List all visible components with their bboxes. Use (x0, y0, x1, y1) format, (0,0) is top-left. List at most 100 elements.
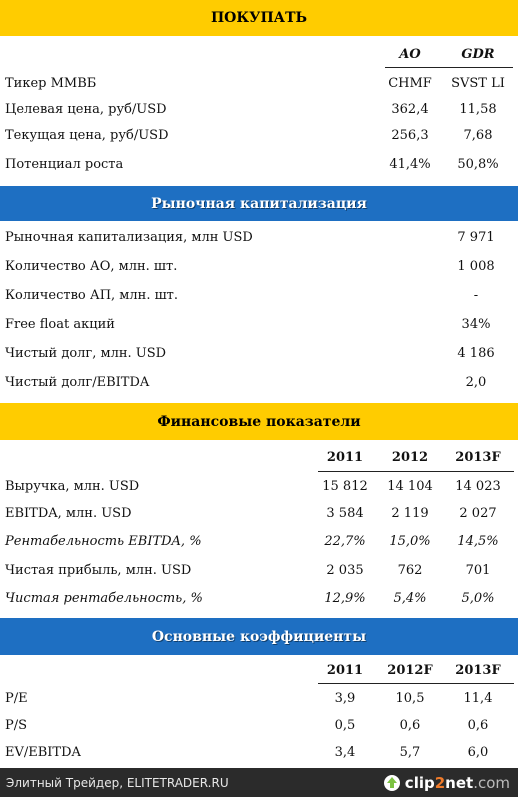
ratios-header-rule (318, 683, 514, 684)
market-title: Рыночная капитализация (151, 195, 367, 212)
row-label: Потенциал роста (5, 157, 124, 172)
logo-two: 2 (434, 773, 446, 792)
value-2011: 12,9% (324, 591, 366, 606)
financial-header: Финансовые показатели (0, 403, 518, 440)
row-label: Тикер ММВБ (5, 76, 97, 91)
market-row: Количество АО, млн. шт. 1 008 (0, 252, 518, 281)
buy-header: ПОКУПАТЬ (0, 0, 518, 36)
value-2013f: 6,0 (467, 745, 489, 760)
col-ao: AO (399, 47, 421, 62)
row-label: Чистый долг, млн. USD (5, 346, 167, 361)
financial-row: EBITDA, млн. USD 3 584 2 119 2 027 (0, 499, 518, 528)
logo-text: clip2net.com (405, 774, 510, 792)
row-label: Рентабельность EBITDA, % (5, 534, 202, 549)
value-gdr: SVST LI (451, 76, 505, 91)
value-2013f: 11,4 (463, 691, 493, 706)
row-label: Чистый долг/EBITDA (5, 375, 150, 390)
value-2012: 15,0% (389, 534, 431, 549)
ratios-header: Основные коэффициенты (0, 618, 518, 655)
market-row: Количество АП, млн. шт. - (0, 281, 518, 310)
value: 7 971 (457, 230, 495, 245)
row-label: Выручка, млн. USD (5, 479, 140, 494)
year-2012f: 2012F (387, 663, 433, 678)
value-ao: 256,3 (391, 128, 429, 143)
buy-column-header: AO GDR (0, 40, 518, 69)
year-2013f: 2013F (455, 663, 501, 678)
row-label: EV/EBITDA (5, 745, 81, 760)
row-label: Количество АП, млн. шт. (5, 288, 179, 303)
source-credit: Элитный Трейдер, ELITETRADER.RU (6, 775, 229, 790)
year-2011: 2011 (326, 663, 364, 678)
row-label: Целевая цена, руб/USD (5, 102, 167, 117)
row-label: Free float акций (5, 317, 115, 332)
upload-arrow-icon (383, 774, 400, 791)
buy-row: Тикер ММВБ CHMF SVST LI (0, 69, 518, 98)
market-row: Рыночная капитализация, млн USD 7 971 (0, 223, 518, 252)
ratios-row: P/S 0,5 0,6 0,6 (0, 711, 518, 740)
value-ao: 41,4% (389, 157, 431, 172)
year-2013f: 2013F (455, 450, 501, 465)
value-2012f: 5,7 (399, 745, 421, 760)
value-2012: 5,4% (393, 591, 427, 606)
value-2013f: 0,6 (467, 718, 489, 733)
buy-header-rule (385, 67, 513, 68)
value-2011: 15 812 (322, 479, 368, 494)
ratios-row: P/E 3,9 10,5 11,4 (0, 684, 518, 713)
year-2011: 2011 (326, 450, 364, 465)
year-2012: 2012 (391, 450, 429, 465)
row-label: P/E (5, 691, 28, 706)
financial-title: Финансовые показатели (157, 413, 361, 430)
row-label: Чистая рентабельность, % (5, 591, 203, 606)
value-ao: 362,4 (391, 102, 429, 117)
logo-clip: clip (404, 773, 435, 792)
value-2012f: 0,6 (399, 718, 421, 733)
buy-title: ПОКУПАТЬ (210, 10, 308, 26)
value-2011: 3,4 (334, 745, 356, 760)
logo-dotcom: .com (473, 773, 510, 792)
row-label: P/S (5, 718, 28, 733)
row-label: Рыночная капитализация, млн USD (5, 230, 253, 245)
value-2011: 2 035 (326, 563, 364, 578)
logo-net: net (445, 773, 474, 792)
col-gdr: GDR (461, 47, 495, 62)
value-gdr: 50,8% (457, 157, 499, 172)
value-2012: 762 (397, 563, 423, 578)
row-label: Текущая цена, руб/USD (5, 128, 169, 143)
value-gdr: 7,68 (463, 128, 493, 143)
value-2013f: 5,0% (461, 591, 495, 606)
value-2011: 22,7% (324, 534, 366, 549)
ratios-row: EV/EBITDA 3,4 5,7 6,0 (0, 738, 518, 767)
market-header: Рыночная капитализация (0, 186, 518, 221)
row-label: Количество АО, млн. шт. (5, 259, 178, 274)
value-2013f: 701 (465, 563, 491, 578)
market-row: Чистый долг/EBITDA 2,0 (0, 368, 518, 397)
value: 4 186 (457, 346, 495, 361)
value: 34% (461, 317, 491, 332)
value-2011: 0,5 (334, 718, 356, 733)
value-2011: 3,9 (334, 691, 356, 706)
buy-row: Потенциал роста 41,4% 50,8% (0, 150, 518, 179)
financial-row: Чистая прибыль, млн. USD 2 035 762 701 (0, 556, 518, 585)
value-2012: 14 104 (387, 479, 433, 494)
ratios-title: Основные коэффициенты (151, 628, 367, 645)
row-label: EBITDA, млн. USD (5, 506, 132, 521)
clip2net-logo[interactable]: clip2net.com (383, 774, 510, 792)
buy-row: Целевая цена, руб/USD 362,4 11,58 (0, 95, 518, 124)
value: 1 008 (457, 259, 495, 274)
financial-row: Выручка, млн. USD 15 812 14 104 14 023 (0, 472, 518, 501)
financial-row: Рентабельность EBITDA, % 22,7% 15,0% 14,… (0, 527, 518, 556)
value-2011: 3 584 (326, 506, 364, 521)
value-2012f: 10,5 (395, 691, 425, 706)
value: 2,0 (465, 375, 487, 390)
value-gdr: 11,58 (459, 102, 497, 117)
value: - (473, 288, 479, 303)
ratios-years-header: 2011 2012F 2013F (0, 656, 518, 685)
buy-row: Текущая цена, руб/USD 256,3 7,68 (0, 121, 518, 150)
market-row: Чистый долг, млн. USD 4 186 (0, 339, 518, 368)
financial-years-header: 2011 2012 2013F (0, 443, 518, 472)
row-label: Чистая прибыль, млн. USD (5, 563, 192, 578)
value-2012: 2 119 (391, 506, 429, 521)
footer-bar: Элитный Трейдер, ELITETRADER.RU clip2net… (0, 768, 518, 797)
financial-header-rule (318, 471, 514, 472)
